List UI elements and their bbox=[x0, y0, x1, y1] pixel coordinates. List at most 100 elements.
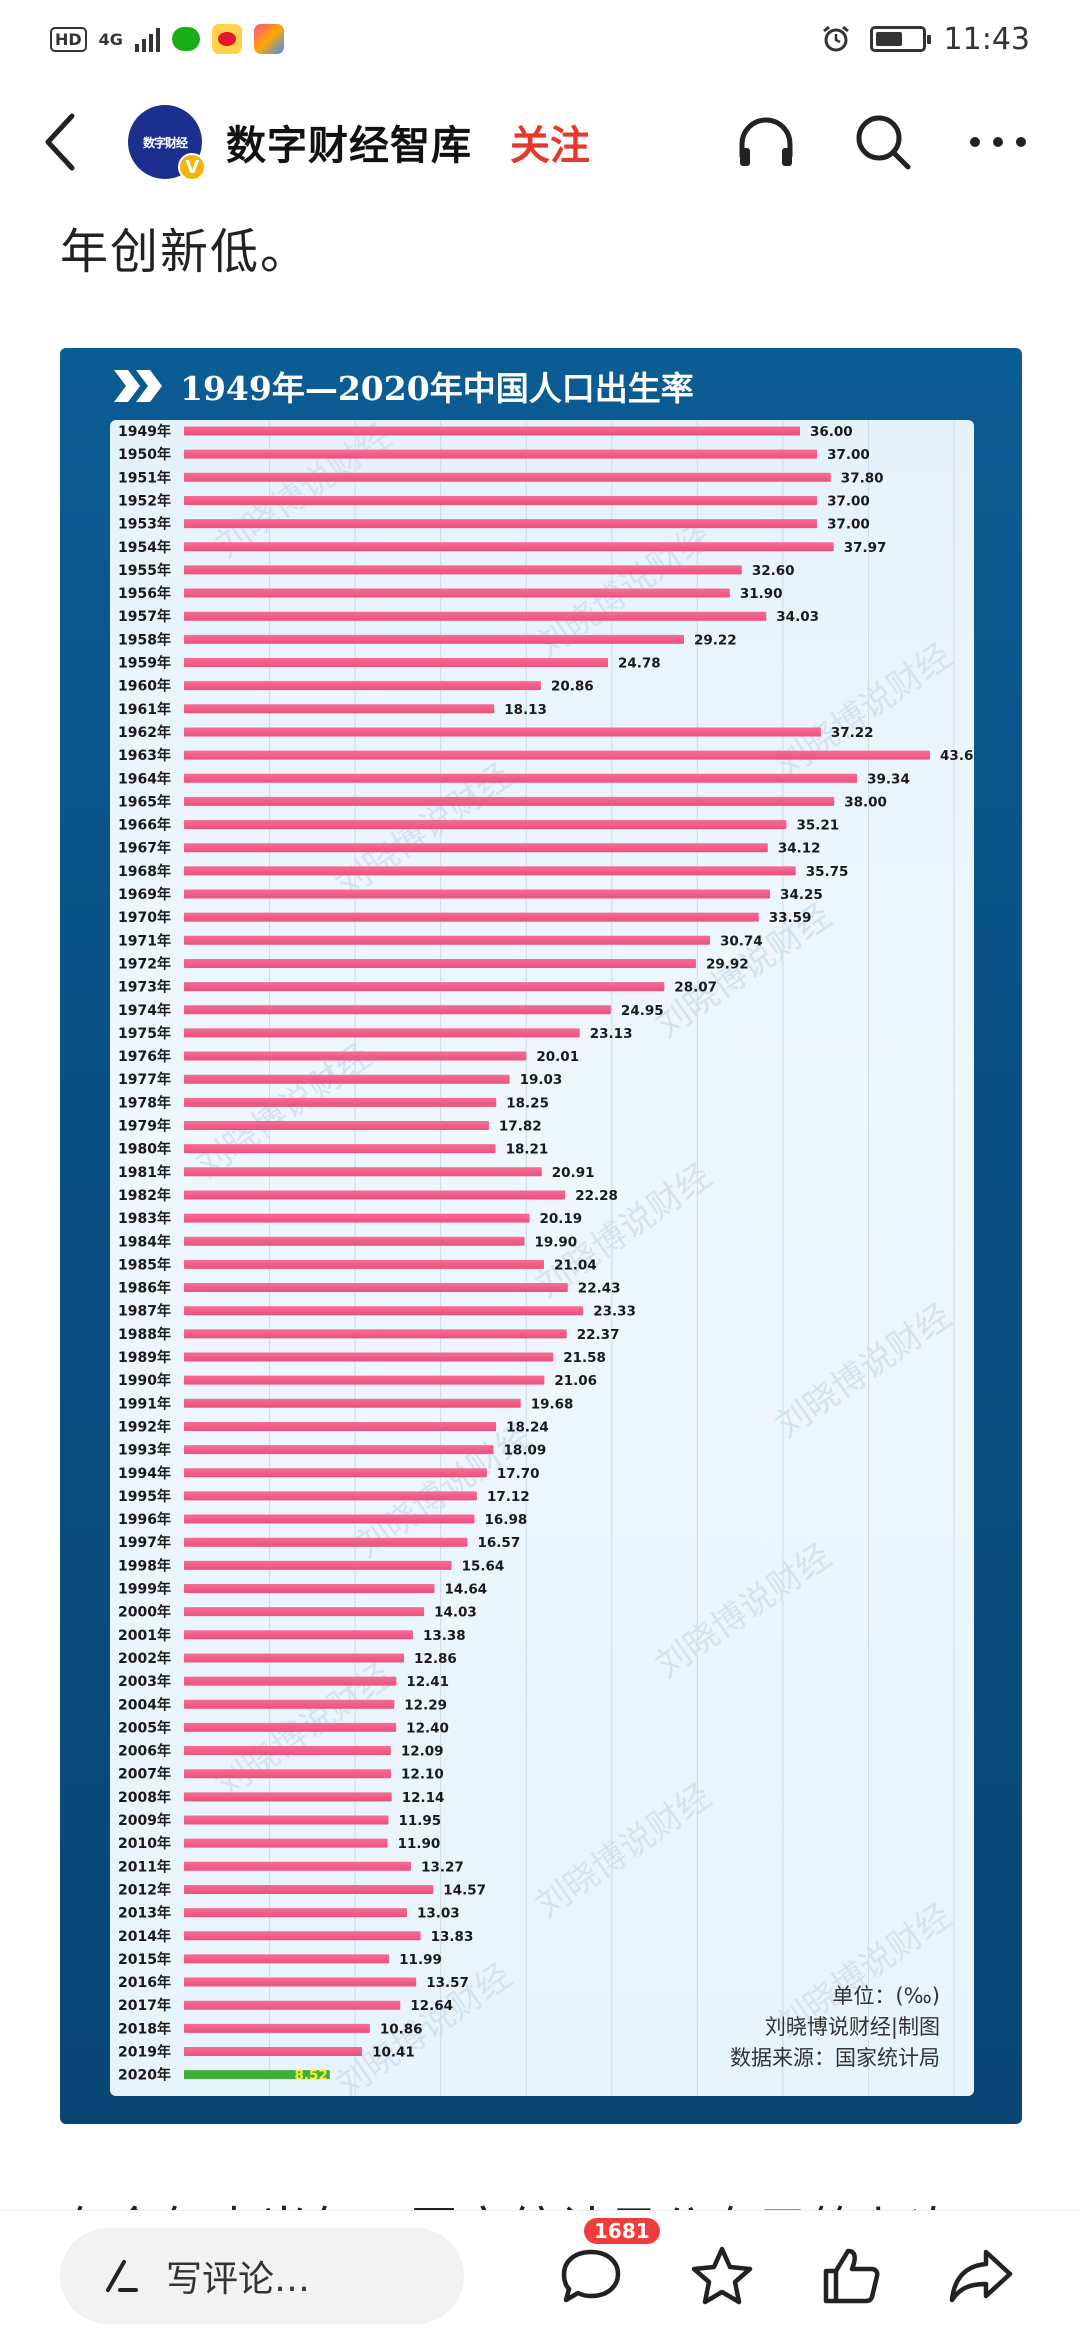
category-label: 1992年 bbox=[118, 1418, 171, 1435]
chart-credit: 刘晓博说财经|制图 bbox=[764, 2015, 940, 2039]
category-label: 1966年 bbox=[118, 817, 171, 834]
value-label: 10.41 bbox=[372, 2045, 415, 2061]
follow-button[interactable]: 关注 bbox=[510, 113, 590, 171]
bar bbox=[184, 426, 800, 436]
bar bbox=[184, 1815, 389, 1825]
category-label: 1962年 bbox=[118, 724, 171, 741]
value-label: 19.03 bbox=[520, 1072, 563, 1088]
category-label: 2009年 bbox=[118, 1812, 171, 1829]
bar bbox=[184, 542, 834, 552]
header-actions bbox=[734, 111, 1050, 173]
value-label: 13.27 bbox=[421, 1859, 464, 1875]
bar bbox=[184, 958, 696, 968]
value-label: 18.13 bbox=[504, 702, 547, 718]
category-label: 1950年 bbox=[118, 446, 171, 463]
share-icon bbox=[949, 2249, 1013, 2302]
value-label: 22.28 bbox=[575, 1188, 618, 1204]
bar bbox=[184, 866, 796, 876]
bar bbox=[184, 1190, 566, 1200]
bar bbox=[184, 1167, 542, 1177]
bar bbox=[184, 796, 835, 806]
value-label: 37.00 bbox=[827, 447, 870, 463]
account-name[interactable]: 数字财经智库 bbox=[226, 123, 472, 169]
category-label: 1961年 bbox=[118, 701, 171, 718]
value-label: 21.06 bbox=[554, 1373, 597, 1389]
back-arrow-icon[interactable] bbox=[30, 102, 90, 182]
like-button[interactable] bbox=[820, 2245, 882, 2307]
bar bbox=[184, 472, 831, 482]
value-label: 11.99 bbox=[399, 1952, 442, 1968]
bar bbox=[184, 1560, 452, 1570]
bottom-action-bar: 写评论… 1681 bbox=[0, 2210, 1080, 2340]
avatar[interactable]: 数字财经 V bbox=[128, 105, 206, 181]
value-label: 10.86 bbox=[380, 2021, 423, 2037]
bar bbox=[184, 1838, 388, 1848]
category-label: 1960年 bbox=[118, 678, 171, 695]
bar bbox=[184, 1097, 497, 1107]
article-paragraph: 年创新低。 bbox=[60, 224, 311, 280]
category-label: 2019年 bbox=[118, 2044, 171, 2061]
search-icon[interactable] bbox=[852, 111, 914, 173]
favorite-button[interactable] bbox=[690, 2245, 754, 2307]
category-label: 2012年 bbox=[118, 1881, 171, 1898]
bar bbox=[184, 565, 742, 575]
thumbs-up-icon bbox=[823, 2248, 880, 2303]
bar bbox=[184, 519, 818, 529]
value-label: 8.52 bbox=[294, 2068, 327, 2084]
bar bbox=[184, 2047, 363, 2056]
share-button[interactable] bbox=[948, 2248, 1014, 2304]
category-label: 1985年 bbox=[118, 1256, 171, 1273]
category-label: 1983年 bbox=[118, 1210, 171, 1227]
comment-input[interactable]: 写评论… bbox=[60, 2227, 464, 2324]
bar bbox=[184, 658, 609, 667]
category-label: 1986年 bbox=[118, 1280, 171, 1297]
bar bbox=[184, 634, 684, 644]
more-icon[interactable] bbox=[968, 135, 1028, 149]
category-label: 1972年 bbox=[118, 955, 171, 972]
bar bbox=[184, 1144, 496, 1154]
headphones-icon[interactable] bbox=[734, 112, 798, 172]
value-label: 20.01 bbox=[536, 1049, 579, 1065]
chart-panel: 刘晓博说财经 刘晓博说财经 刘晓博说财经 刘晓博说财经 刘晓博说财经 刘晓博说财经 刘晓博说… bbox=[110, 420, 974, 2096]
bar bbox=[184, 1722, 397, 1732]
value-label: 13.57 bbox=[426, 1975, 469, 1991]
category-label: 1988年 bbox=[118, 1326, 171, 1343]
bar bbox=[184, 912, 759, 922]
wechat-icon bbox=[171, 27, 200, 51]
bar bbox=[184, 1884, 434, 1894]
comment-button[interactable]: 1681 bbox=[558, 2217, 660, 2306]
value-label: 29.92 bbox=[706, 956, 749, 972]
bar bbox=[184, 820, 787, 830]
value-label: 12.41 bbox=[406, 1674, 449, 1690]
category-label: 2002年 bbox=[118, 1650, 171, 1667]
bar bbox=[184, 1630, 413, 1640]
category-label: 1963年 bbox=[118, 747, 171, 764]
category-label: 2020年 bbox=[118, 2067, 171, 2084]
value-label: 24.78 bbox=[618, 656, 661, 672]
value-label: 43.60 bbox=[940, 748, 974, 764]
category-label: 1970年 bbox=[118, 909, 171, 926]
verified-badge: V bbox=[178, 153, 206, 181]
value-label: 13.83 bbox=[431, 1929, 474, 1945]
bar bbox=[184, 935, 710, 945]
bar bbox=[184, 727, 821, 737]
comment-count-badge: 1681 bbox=[584, 2217, 660, 2244]
value-label: 38.00 bbox=[844, 794, 887, 810]
category-label: 2015年 bbox=[118, 1951, 171, 1968]
bar bbox=[184, 1306, 584, 1316]
bar bbox=[184, 1954, 390, 1964]
category-label: 1952年 bbox=[118, 492, 171, 509]
bar bbox=[184, 1491, 477, 1501]
category-label: 2014年 bbox=[118, 1928, 171, 1945]
weibo-icon bbox=[211, 24, 242, 54]
bottom-actions: 1681 bbox=[558, 2217, 1020, 2307]
value-label: 23.33 bbox=[593, 1304, 636, 1320]
network-type: 4G bbox=[98, 29, 123, 49]
status-left: HD 4G bbox=[50, 24, 284, 54]
category-label: 1981年 bbox=[118, 1164, 171, 1181]
bar bbox=[184, 1861, 412, 1871]
bar bbox=[184, 1468, 487, 1478]
category-label: 2017年 bbox=[118, 1997, 171, 2014]
category-label: 1982年 bbox=[118, 1187, 171, 1204]
comment-icon bbox=[561, 2249, 621, 2302]
